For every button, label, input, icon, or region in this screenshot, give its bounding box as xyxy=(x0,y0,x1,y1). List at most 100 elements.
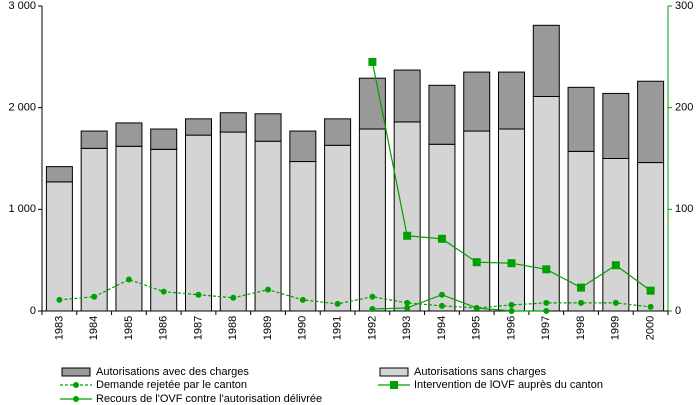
marker xyxy=(91,293,98,300)
bar xyxy=(289,130,317,163)
bar xyxy=(324,144,352,312)
x-tick-label: 1998 xyxy=(575,316,587,340)
x-tick-label: 1992 xyxy=(366,316,378,340)
marker xyxy=(438,291,445,298)
x-tick-label: 1989 xyxy=(262,316,274,340)
bar xyxy=(45,181,73,312)
x-tick-label: 1994 xyxy=(436,316,448,340)
bar xyxy=(463,130,491,312)
marker xyxy=(369,305,376,312)
legend-label: Recours de l'OVF contre l'autorisation d… xyxy=(96,393,322,405)
x-tick-label: 1986 xyxy=(158,316,170,340)
marker xyxy=(125,276,132,283)
legend-marker xyxy=(390,381,398,389)
y2-tick-label: 100 xyxy=(675,203,693,215)
bar xyxy=(254,140,282,312)
y-tick-label: 1 000 xyxy=(8,203,36,215)
bar xyxy=(358,77,386,130)
bar xyxy=(185,134,212,312)
marker xyxy=(611,261,620,270)
marker xyxy=(404,304,411,311)
bar xyxy=(498,128,525,312)
legend-marker xyxy=(73,396,79,402)
y2-tick-label: 0 xyxy=(675,305,681,317)
x-tick-label: 1988 xyxy=(227,316,239,340)
marker xyxy=(160,288,167,295)
x-tick-label: 1999 xyxy=(610,316,622,340)
bar xyxy=(219,112,247,133)
marker xyxy=(230,294,237,301)
bar xyxy=(428,84,456,145)
bar xyxy=(80,147,108,312)
bar xyxy=(428,143,456,312)
x-tick-label: 1990 xyxy=(297,316,309,340)
bar xyxy=(637,162,665,312)
x-tick-label: 1984 xyxy=(88,316,100,340)
marker xyxy=(299,296,306,303)
legend-label: Demande rejetée par le canton xyxy=(96,379,247,391)
bar xyxy=(637,80,665,164)
marker xyxy=(543,308,550,314)
x-tick-label: 2000 xyxy=(645,316,657,340)
bar xyxy=(219,131,247,312)
y-tick-label: 3 000 xyxy=(8,0,36,12)
line xyxy=(59,278,651,309)
bar xyxy=(532,24,560,97)
marker xyxy=(334,300,341,307)
marker xyxy=(578,299,585,306)
marker xyxy=(195,291,202,298)
legend-label: Autorisations avec des charges xyxy=(96,366,249,378)
line xyxy=(372,294,547,312)
marker xyxy=(56,296,63,303)
bar xyxy=(150,148,178,312)
bar xyxy=(393,121,421,312)
bar xyxy=(324,118,352,146)
bar xyxy=(567,150,595,312)
bar xyxy=(602,92,630,159)
x-tick-label: 1987 xyxy=(192,316,204,340)
marker xyxy=(508,308,515,314)
bar xyxy=(80,130,108,149)
marker xyxy=(437,234,446,243)
legend-swatch xyxy=(379,367,409,377)
x-tick-label: 1983 xyxy=(53,316,65,340)
bar xyxy=(532,95,560,312)
y2-tick-label: 300 xyxy=(675,0,693,12)
bar xyxy=(150,128,178,150)
marker xyxy=(368,57,377,66)
y-tick-label: 0 xyxy=(30,305,36,317)
x-tick-label: 1985 xyxy=(123,316,135,340)
marker xyxy=(472,258,481,267)
bar xyxy=(602,158,630,312)
marker xyxy=(404,299,411,306)
bar xyxy=(463,71,491,132)
bar xyxy=(498,71,525,130)
marker xyxy=(508,301,515,308)
x-tick-label: 1993 xyxy=(401,316,413,340)
bar xyxy=(393,69,421,123)
legend-marker xyxy=(73,382,79,388)
marker xyxy=(647,303,654,310)
x-tick-label: 1997 xyxy=(540,316,552,340)
bar xyxy=(185,118,212,136)
marker xyxy=(473,304,480,311)
y-tick-label: 2 000 xyxy=(8,102,36,114)
x-tick-label: 1996 xyxy=(505,316,517,340)
marker xyxy=(646,286,655,295)
bar xyxy=(358,128,386,312)
marker xyxy=(542,265,551,274)
marker xyxy=(543,299,550,306)
marker xyxy=(577,283,586,292)
marker xyxy=(265,286,272,293)
y2-tick-label: 200 xyxy=(675,102,693,114)
bar xyxy=(254,113,282,142)
x-tick-label: 1991 xyxy=(332,316,344,340)
bar xyxy=(567,86,595,152)
bar xyxy=(115,145,143,312)
marker xyxy=(369,293,376,300)
x-tick-label: 1995 xyxy=(471,316,483,340)
bar xyxy=(45,166,73,183)
marker xyxy=(612,299,619,306)
bar xyxy=(289,161,317,312)
